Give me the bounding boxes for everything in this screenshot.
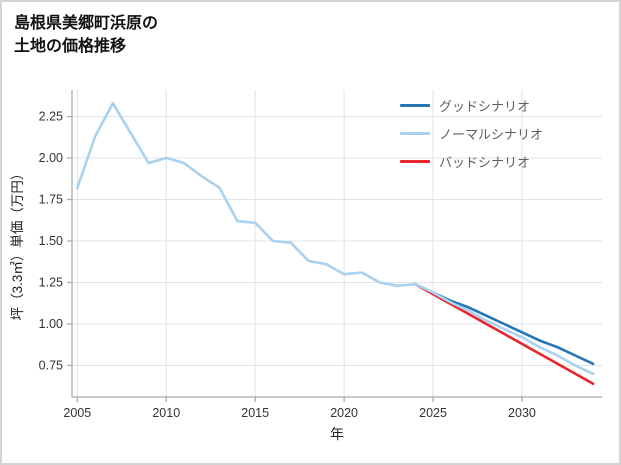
chart-legend: グッドシナリオ ノーマルシナリオ バッドシナリオ xyxy=(400,96,543,171)
x-tick-label: 2015 xyxy=(241,406,269,420)
legend-item-good-scenario: グッドシナリオ xyxy=(400,96,543,115)
page-title-line2: 土地の価格推移 xyxy=(14,38,127,56)
series-line-バッドシナリオ xyxy=(413,282,595,386)
legend-label-bad-scenario: バッドシナリオ xyxy=(439,155,531,170)
legend-label-good-scenario: グッドシナリオ xyxy=(439,99,531,114)
y-axis-label: 坪（3.3㎡）単価（万円） xyxy=(10,167,25,321)
y-tick-label: 2.00 xyxy=(39,151,63,165)
legend-swatch-bad-scenario xyxy=(400,160,430,163)
x-tick-label: 2025 xyxy=(419,406,447,420)
legend-swatch-good-scenario xyxy=(400,104,430,107)
series-line-ノーマルシナリオ xyxy=(76,102,595,376)
legend-item-bad-scenario: バッドシナリオ xyxy=(400,152,543,171)
x-tick-label: 2030 xyxy=(508,406,536,420)
y-tick-label: 0.75 xyxy=(39,358,63,372)
legend-swatch-normal-scenario xyxy=(400,132,430,135)
y-tick-label: 1.00 xyxy=(39,317,63,331)
legend-item-normal-scenario: ノーマルシナリオ xyxy=(400,124,543,143)
x-tick-label: 2020 xyxy=(330,406,358,420)
y-tick-label: 2.25 xyxy=(39,110,63,124)
y-tick-label: 1.75 xyxy=(39,193,63,207)
x-tick-label: 2005 xyxy=(63,406,91,420)
y-tick-label: 1.25 xyxy=(39,275,63,289)
page-title-line1: 島根県美郷町浜原の xyxy=(14,15,159,32)
y-tick-label: 1.50 xyxy=(39,234,63,248)
page-title: 島根県美郷町浜原の 土地の価格推移 xyxy=(14,12,158,58)
legend-label-normal-scenario: ノーマルシナリオ xyxy=(439,127,544,142)
x-axis-label: 年 xyxy=(330,426,344,442)
x-tick-label: 2010 xyxy=(152,406,180,420)
